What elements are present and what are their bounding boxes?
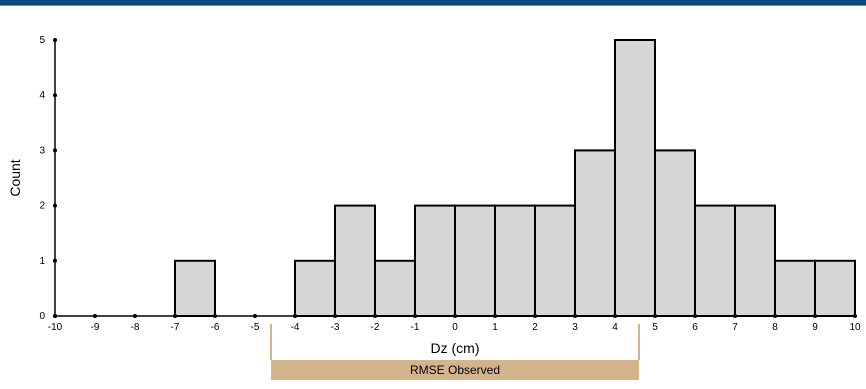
x-tick-mark [93,314,97,318]
histogram-bar [374,259,416,317]
header-bar [0,0,866,5]
histogram-bar [654,149,696,317]
x-tick-mark [173,314,177,318]
x-tick-mark [813,314,817,318]
histogram-bar [534,204,576,318]
x-tick-label: 10 [849,322,861,333]
y-tick-mark [53,258,57,263]
x-tick-label: 0 [452,322,458,333]
x-tick-label: 5 [652,322,658,333]
x-axis-title: Dz (cm) [431,340,480,356]
rmse-label: RMSE Observed [410,363,500,377]
axes [53,38,857,318]
y-tick-mark [53,38,57,42]
histogram-bar [494,204,536,318]
x-tick-mark [253,314,257,318]
x-tick-mark [733,314,737,318]
histogram-bar [174,259,216,317]
y-tick-label: 1 [39,256,45,267]
x-tick-label: -10 [48,322,63,333]
histogram-bar [774,259,816,317]
x-tick-label: 6 [692,322,698,333]
x-tick-label: -9 [91,322,100,333]
x-tick-mark [653,314,657,318]
x-tick-mark [453,314,457,318]
x-tick-mark [413,314,417,318]
x-tick-label: -1 [411,322,420,333]
x-tick-label: 4 [612,322,618,333]
rmse-annotation: RMSE Observed [270,324,640,380]
x-tick-mark [333,314,337,318]
x-tick-mark [493,314,497,318]
x-tick-mark [213,314,217,318]
histogram-bar [734,204,776,318]
x-tick-mark [133,314,137,318]
histogram-bar [614,39,656,317]
x-tick-label: 3 [572,322,578,333]
rmse-band [271,360,639,380]
x-tick-label: 1 [492,322,498,333]
x-tick-label: 9 [812,322,818,333]
histogram-bar [814,259,856,317]
x-tick-label: -5 [251,322,260,333]
x-tick-label: -7 [171,322,180,333]
x-tick-mark [373,314,377,318]
y-tick-mark [53,314,57,318]
histogram-bar [454,204,496,318]
y-tick-label: 5 [39,35,45,46]
histogram-bar [694,204,736,318]
histogram-bar [414,204,456,318]
y-tick-mark [53,93,57,98]
x-tick-label: -8 [131,322,140,333]
x-tick-mark [853,314,857,318]
histogram-bar [574,149,616,317]
x-tick-label: 8 [772,322,778,333]
x-tick-mark [293,314,297,318]
histogram-bar [334,204,376,318]
x-tick-mark [533,314,537,318]
bars [174,39,856,318]
y-tick-mark [53,203,57,208]
x-tick-mark [693,314,697,318]
y-tick-label: 2 [39,201,45,212]
x-tick-label: 2 [532,322,538,333]
x-tick-label: -4 [291,322,300,333]
x-tick-label: 7 [732,322,738,333]
y-tick-mark [53,148,57,153]
x-tick-mark [773,314,777,318]
y-axis-title: Count [7,159,23,196]
header-bar-divider [0,5,866,6]
y-tick-label: 0 [39,311,45,322]
x-tick-mark [573,314,577,318]
y-tick-label: 3 [39,145,45,156]
x-tick-label: -6 [211,322,220,333]
x-tick-label: -2 [371,322,380,333]
x-tick-mark [613,314,617,318]
x-tick-label: -3 [331,322,340,333]
histogram-bar [294,259,336,317]
y-tick-label: 4 [39,90,45,101]
